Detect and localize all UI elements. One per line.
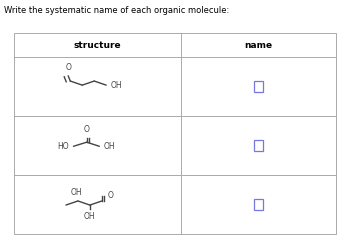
Text: O: O xyxy=(65,63,71,72)
Text: OH: OH xyxy=(110,81,122,90)
Text: OH: OH xyxy=(70,188,82,197)
Bar xyxy=(254,199,263,210)
Text: O: O xyxy=(84,125,90,134)
Text: structure: structure xyxy=(74,40,121,49)
Text: O: O xyxy=(107,191,113,200)
Bar xyxy=(254,81,263,92)
Text: OH: OH xyxy=(104,142,115,151)
Text: name: name xyxy=(245,40,273,49)
Text: Write the systematic name of each organic molecule:: Write the systematic name of each organi… xyxy=(4,6,229,15)
Text: HO: HO xyxy=(58,142,69,151)
Text: OH: OH xyxy=(84,212,96,221)
Bar xyxy=(14,33,336,234)
Bar xyxy=(254,140,263,151)
